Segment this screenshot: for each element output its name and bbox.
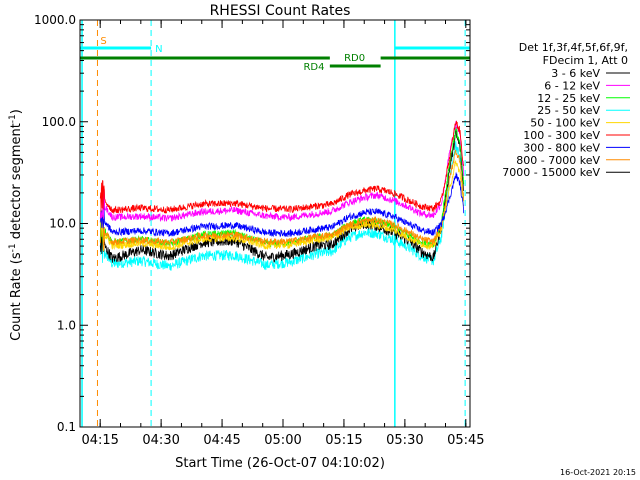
series-group (99, 120, 465, 271)
annotation-rd0: RD0 (344, 53, 365, 64)
y-axis: 0.1 1.0 10.0 100.0 1000.0 (34, 13, 470, 434)
legend-label: 800 - 7000 keV (516, 154, 600, 167)
annotation-s: S (100, 36, 106, 47)
legend-label: 7000 - 15000 keV (502, 166, 600, 179)
legend-label: 50 - 100 keV (530, 117, 600, 130)
legend-label: 100 - 300 keV (523, 129, 600, 142)
series-line-25to50keV (99, 141, 465, 271)
legend-label: 25 - 50 keV (537, 104, 600, 117)
x-tick-label: 04:30 (142, 433, 179, 448)
legend-label: 6 - 12 keV (544, 79, 600, 92)
x-tick-label: 05:15 (325, 433, 362, 448)
legend-label: 12 - 25 keV (537, 92, 600, 105)
legend-header-line2: FDecim 1, Att 0 (543, 54, 628, 67)
y-tick-label: 100.0 (42, 115, 76, 129)
legend: Det 1f,3f,4f,5f,6f,9f, FDecim 1, Att 0 3… (502, 41, 630, 179)
timestamp: 16-Oct-2021 20:15 (560, 468, 636, 477)
y-tick-label: 1000.0 (34, 13, 76, 27)
y-axis-label-sup1: -1 (8, 243, 18, 252)
legend-header-line1: Det 1f,3f,4f,5f,6f,9f, (519, 41, 628, 54)
x-tick-label: 05:30 (386, 433, 423, 448)
plot-area: S N RD0 RD4 (80, 20, 470, 427)
x-tick-label: 05:45 (447, 433, 484, 448)
x-axis-label: Start Time (26-Oct-07 04:10:02) (175, 456, 385, 471)
x-tick-label: 05:00 (264, 433, 301, 448)
y-axis-label-part2: detector segment (9, 123, 24, 243)
legend-label: 300 - 800 keV (523, 141, 600, 154)
series-line-6to12keV (99, 120, 465, 223)
series-line-3to6keV (99, 130, 465, 263)
y-axis-label-part3: ) (9, 109, 24, 114)
y-axis-label-sup2: -1 (8, 114, 18, 123)
annotation-n: N (155, 44, 162, 55)
y-tick-label: 10.0 (49, 217, 76, 231)
annotation-rd4: RD4 (303, 62, 324, 73)
series-line-300to800keV (99, 172, 465, 238)
x-axis: 04:15 04:30 04:45 05:00 05:15 05:30 05:45 (81, 20, 485, 448)
chart-title: RHESSI Count Rates (210, 3, 351, 19)
y-axis-label: Count Rate (s-1 detector segment-1) (8, 109, 24, 341)
series-line-100to300keV (99, 120, 465, 214)
y-tick-label: 0.1 (57, 420, 76, 434)
legend-label: 3 - 6 keV (551, 67, 600, 80)
y-axis-label-part1: Count Rate (s (9, 252, 24, 341)
y-tick-label: 1.0 (57, 318, 76, 332)
series-line-800to7000keV (99, 149, 465, 252)
x-tick-label: 04:45 (203, 433, 240, 448)
x-tick-label: 04:15 (81, 433, 118, 448)
